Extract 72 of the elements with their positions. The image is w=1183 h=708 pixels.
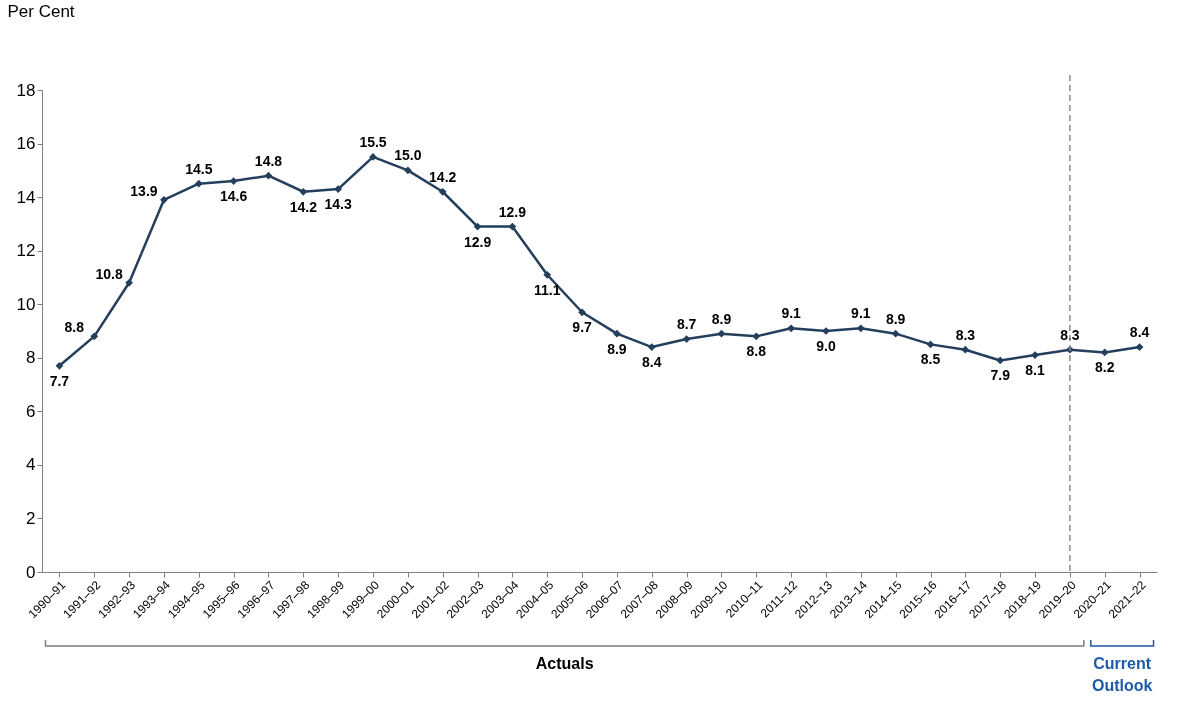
y-tick-label: 4: [26, 455, 36, 475]
point: [961, 345, 970, 354]
data-label: 9.1: [851, 305, 871, 322]
point: [996, 356, 1005, 365]
y-tick-label: 14: [16, 187, 36, 207]
data-label: 8.9: [885, 310, 906, 327]
point: [891, 329, 900, 338]
point: [160, 195, 168, 204]
point: [613, 329, 621, 338]
point: [787, 324, 796, 333]
data-label: 12.9: [463, 233, 492, 250]
y-tick-label: 8: [26, 348, 36, 368]
point: [125, 278, 133, 287]
y-axis-title: Per Cent: [7, 1, 75, 21]
data-label: 7.9: [990, 367, 1011, 384]
data-label: 8.8: [64, 319, 85, 336]
data-label: 8.4: [1129, 324, 1150, 341]
point: [1031, 351, 1039, 359]
point: [856, 324, 865, 333]
data-label: 9.1: [781, 305, 802, 322]
text: Current Outlook: [1091, 655, 1153, 694]
data-label: 11.1: [533, 281, 561, 298]
point: [578, 308, 586, 317]
point: [647, 343, 656, 351]
data-label: 9.7: [572, 319, 593, 336]
y-tick-label: 6: [26, 401, 36, 421]
point: [438, 187, 447, 196]
data-label: 8.5: [920, 351, 941, 368]
point: [334, 185, 343, 193]
point: [926, 340, 935, 349]
data-label: 9.0: [816, 338, 836, 354]
data-label: 8.1: [1025, 362, 1045, 379]
y-tick-label: 12: [16, 241, 36, 261]
data-label: 14.2: [289, 198, 318, 215]
y-tick-label: 10: [16, 294, 36, 314]
point: [90, 332, 99, 341]
data-label: 15.0: [394, 147, 422, 164]
data-label: 15.5: [359, 133, 387, 150]
point: [508, 222, 517, 231]
data-label: 8.2: [1095, 359, 1115, 376]
data-label: 10.8: [95, 265, 123, 282]
point: [194, 179, 203, 188]
point: [682, 335, 691, 343]
data-label: 8.9: [711, 310, 732, 327]
point: [543, 270, 552, 279]
data-label: 14.6: [220, 188, 248, 205]
data-label: 12.9: [498, 203, 527, 220]
data-label: 14.8: [254, 152, 283, 169]
data-label: 8.3: [1060, 326, 1080, 343]
point: [1100, 348, 1109, 357]
point: [752, 332, 761, 341]
point: [717, 329, 726, 338]
y-tick-label: 0: [26, 562, 36, 582]
data-label: 8.4: [642, 354, 662, 371]
point: [299, 187, 308, 196]
data-label: 14.3: [324, 196, 353, 213]
point: [403, 166, 412, 175]
text: Actuals: [535, 655, 594, 672]
y-tick-label: 2: [26, 508, 36, 528]
data-label: 8.9: [607, 340, 627, 357]
y-tick-label: 16: [16, 134, 36, 154]
point: [55, 361, 64, 370]
data-label: 7.7: [49, 372, 70, 389]
data-label: 8.7: [676, 316, 697, 333]
data-label: 8.3: [955, 326, 976, 343]
point: [1135, 343, 1144, 351]
data-label: 13.9: [130, 182, 158, 199]
y-tick-label: 18: [16, 80, 36, 100]
data-label: 14.2: [429, 168, 457, 185]
data-label: 14.5: [185, 160, 213, 177]
data-label: 8.8: [746, 343, 767, 360]
point: [264, 171, 273, 180]
